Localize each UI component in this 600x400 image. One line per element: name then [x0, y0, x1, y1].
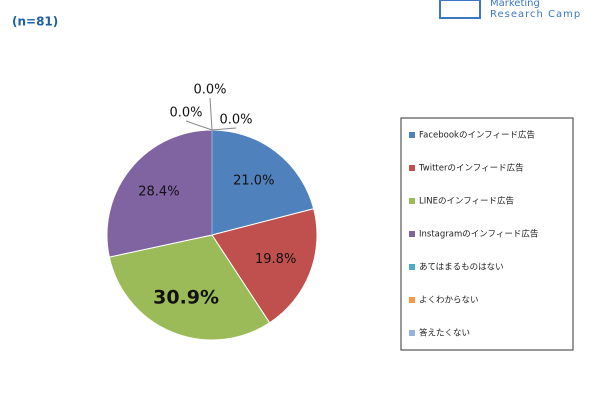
legend-swatch [409, 264, 415, 270]
legend-swatch [409, 132, 415, 138]
leader-line [209, 97, 213, 131]
legend-label: Facebookのインフィード広告 [419, 130, 535, 141]
data-label: 21.0% [233, 174, 274, 189]
legend-label: Twitterのインフィード広告 [418, 163, 524, 174]
data-label: 0.0% [219, 113, 252, 128]
legend-swatch [409, 231, 415, 237]
legend-box [400, 117, 574, 351]
data-label: 19.8% [255, 252, 296, 267]
pie-slice [211, 208, 318, 324]
logo-mark [439, 0, 481, 19]
data-label: 0.0% [193, 83, 226, 98]
legend-label: LINEのインフィード広告 [419, 196, 514, 207]
legend-label: 答えたくない [419, 328, 470, 339]
legend-label: あてはまるものはない [419, 263, 504, 273]
pie-slice [211, 129, 315, 236]
subtitle: (n=81) [12, 15, 58, 29]
legend-swatch [409, 330, 415, 336]
data-label: 28.4% [138, 185, 179, 200]
leader-line [185, 120, 213, 131]
data-label: 0.0% [169, 106, 202, 121]
logo-line2: Research Camp [490, 9, 581, 20]
pie-slice [108, 234, 271, 341]
leader-line [211, 127, 237, 131]
legend-label: Instagramのインフィード広告 [419, 229, 538, 240]
legend-label: よくわからない [419, 296, 479, 306]
pie-slice [106, 129, 213, 258]
legend-swatch [409, 165, 415, 171]
legend-swatch [409, 297, 415, 303]
logo-line1: Marketing [490, 0, 540, 9]
data-label: 30.9% [153, 287, 219, 309]
legend-swatch [409, 198, 415, 204]
